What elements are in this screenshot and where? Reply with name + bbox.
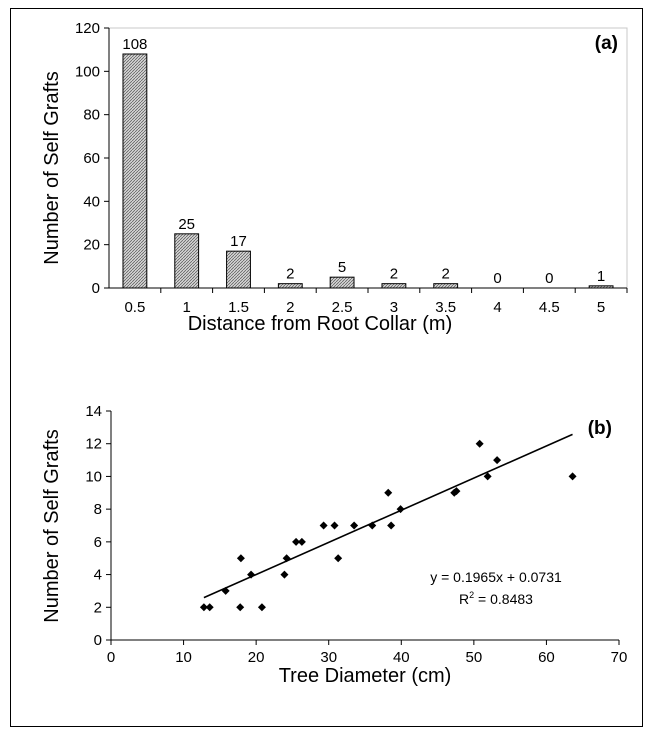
scatter-x-tick-label: 70 <box>611 649 628 666</box>
scatter-point <box>452 487 461 496</box>
scatter-x-tick-label: 40 <box>393 649 410 666</box>
trendline <box>203 433 573 599</box>
scatter-points <box>199 439 577 612</box>
scatter-point <box>368 521 377 530</box>
bar-y-tick-label: 80 <box>83 107 100 124</box>
bar <box>226 250 251 289</box>
scatter-point <box>384 488 393 497</box>
scatter-x-axis-title: Tree Diameter (cm) <box>279 665 452 687</box>
bar <box>433 283 459 289</box>
bar-y-tick-label: 60 <box>83 150 100 167</box>
bar <box>277 283 303 289</box>
scatter-y-tick-label: 0 <box>94 632 102 649</box>
scatter-point <box>350 521 359 530</box>
bar-x-tick-label: 4.5 <box>539 299 560 316</box>
trendline-equation: y = 0.1965x + 0.0731 <box>430 569 562 585</box>
scatter-point <box>330 521 339 530</box>
bar-y-tick-label: 20 <box>83 237 100 254</box>
scatter-point <box>221 586 230 595</box>
scatter-x-tick-label: 10 <box>175 649 192 666</box>
bar-x-tick-label: 3 <box>390 299 398 316</box>
scatter-x-tick-label: 60 <box>538 649 555 666</box>
scatter-point <box>483 472 492 481</box>
r-squared-superscript: 2 <box>469 590 474 600</box>
bar-x-tick-label: 5 <box>597 299 605 316</box>
bar-data-label: 5 <box>338 259 346 276</box>
bar-x-tick-label: 4 <box>493 299 501 316</box>
bar-y-axis-title: Number of Self Grafts <box>41 71 63 264</box>
bar-y-tick-label: 120 <box>75 20 100 37</box>
scatter-point <box>280 570 289 579</box>
bar-x-axis-title: Distance from Root Collar (m) <box>188 313 453 335</box>
scatter-y-tick-label: 10 <box>85 468 102 485</box>
bar-y-tick-label: 0 <box>92 280 100 297</box>
scatter-point <box>236 554 245 563</box>
scatter-point <box>297 537 306 546</box>
scatter-point <box>205 603 214 612</box>
scatter-x-ticks: 0 10 20 30 40 50 60 70 <box>107 640 628 666</box>
scatter-point <box>236 603 245 612</box>
scatter-y-axis-title: Number of Self Grafts <box>41 429 63 622</box>
r-squared-text: R2 = 0.8483 <box>459 590 533 607</box>
bar-data-label: 2 <box>286 266 294 283</box>
panel-a-label: (a) <box>595 33 618 54</box>
bar <box>174 233 200 289</box>
bar-x-tick-label: 2 <box>286 299 294 316</box>
scatter-point <box>282 554 291 563</box>
scatter-y-tick-label: 12 <box>85 436 102 453</box>
bar-data-label: 0 <box>545 270 553 287</box>
bar-data-label: 108 <box>122 36 147 53</box>
scatter-point <box>493 456 502 465</box>
bar-x-tick-label: 1.5 <box>228 299 249 316</box>
bar-data-label: 0 <box>493 270 501 287</box>
scatter-point <box>319 521 328 530</box>
scatter-y-tick-label: 14 <box>85 403 102 420</box>
bar-y-tick-label: 40 <box>83 193 100 210</box>
scatter-y-tick-label: 2 <box>94 599 102 616</box>
scatter-point <box>247 570 256 579</box>
scatter-point <box>292 537 301 546</box>
scatter-y-tick-label: 8 <box>94 501 102 518</box>
panel-b-label: (b) <box>588 418 612 439</box>
bar-data-label: 2 <box>390 266 398 283</box>
scatter-x-tick-label: 30 <box>320 649 337 666</box>
scatter-point <box>257 603 266 612</box>
bar-data-label: 2 <box>442 266 450 283</box>
scatter-y-ticks: 0 2 4 6 8 10 12 14 <box>85 403 111 649</box>
bar-data-label: 25 <box>178 216 195 233</box>
bar-x-ticks: 0.5 1 1.5 2 2.5 3 3.5 4 4.5 5 <box>124 288 628 316</box>
r-squared-prefix: R <box>459 591 469 607</box>
scatter-x-tick-label: 50 <box>466 649 483 666</box>
scatter-point <box>475 439 484 448</box>
bar-x-tick-label: 3.5 <box>435 299 456 316</box>
bar <box>329 276 355 289</box>
scatter-y-tick-label: 4 <box>94 567 102 584</box>
figure-frame <box>10 8 643 727</box>
bar-y-ticks: 0 20 40 60 80 100 120 <box>75 20 109 297</box>
bar <box>122 53 148 289</box>
bar-x-tick-label: 0.5 <box>124 299 145 316</box>
bar-data-label: 1 <box>597 268 605 285</box>
bar-data-label: 17 <box>230 233 247 250</box>
r-squared-value: = 0.8483 <box>474 591 533 607</box>
scatter-x-tick-label: 20 <box>248 649 265 666</box>
bar-series <box>122 53 614 289</box>
scatter-chart-panel-b: 0 2 4 6 8 10 12 14 0 10 20 30 40 50 60 70 (b) y = 0.19… <box>41 403 627 687</box>
scatter-point <box>568 472 577 481</box>
scatter-y-tick-label: 6 <box>94 534 102 551</box>
bar-x-tick-label: 1 <box>183 299 191 316</box>
scatter-x-tick-label: 0 <box>107 649 115 666</box>
scatter-point <box>396 505 405 514</box>
scatter-point <box>387 521 396 530</box>
bar-y-tick-label: 100 <box>75 63 100 80</box>
bar <box>381 283 407 289</box>
bar-x-tick-label: 2.5 <box>332 299 353 316</box>
scatter-point <box>334 554 343 563</box>
scatter-point <box>199 603 208 612</box>
